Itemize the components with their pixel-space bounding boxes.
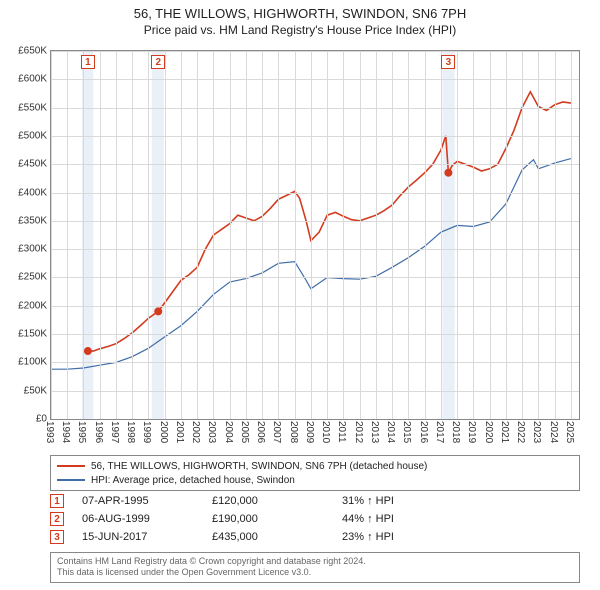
sales-table: 1 07-APR-1995 £120,000 31% ↑ HPI 2 06-AU… xyxy=(50,492,580,546)
x-axis-label: 1996 xyxy=(93,421,104,443)
plot-area: £0£50K£100K£150K£200K£250K£300K£350K£400… xyxy=(50,50,580,420)
sale-date: 07-APR-1995 xyxy=(82,495,212,507)
x-axis-label: 2022 xyxy=(515,421,526,443)
sale-marker-badge: 3 xyxy=(441,55,455,69)
x-axis-label: 2003 xyxy=(206,421,217,443)
legend-label: 56, THE WILLOWS, HIGHWORTH, SWINDON, SN6… xyxy=(91,461,427,472)
y-axis-label: £600K xyxy=(18,74,47,85)
sale-date: 06-AUG-1999 xyxy=(82,513,212,525)
x-axis-label: 2016 xyxy=(418,421,429,443)
x-axis-label: 2018 xyxy=(450,421,461,443)
x-axis-label: 2006 xyxy=(255,421,266,443)
x-axis-label: 2001 xyxy=(174,421,185,443)
y-axis-label: £650K xyxy=(18,46,47,57)
sale-price: £120,000 xyxy=(212,495,342,507)
sales-row: 3 15-JUN-2017 £435,000 23% ↑ HPI xyxy=(50,528,580,546)
x-axis-label: 1993 xyxy=(44,421,55,443)
x-axis-label: 2012 xyxy=(353,421,364,443)
legend-label: HPI: Average price, detached house, Swin… xyxy=(91,475,295,486)
chart-title-address: 56, THE WILLOWS, HIGHWORTH, SWINDON, SN6… xyxy=(0,6,600,21)
y-axis-label: £400K xyxy=(18,187,47,198)
sale-marker-dot xyxy=(154,307,162,315)
attribution-line: Contains HM Land Registry data © Crown c… xyxy=(57,556,573,567)
x-axis-label: 1995 xyxy=(76,421,87,443)
sale-date: 15-JUN-2017 xyxy=(82,531,212,543)
x-axis-label: 2004 xyxy=(223,421,234,443)
legend-swatch xyxy=(57,479,85,481)
sales-row: 2 06-AUG-1999 £190,000 44% ↑ HPI xyxy=(50,510,580,528)
x-axis-label: 1998 xyxy=(125,421,136,443)
x-axis-label: 1999 xyxy=(141,421,152,443)
y-axis-label: £100K xyxy=(18,357,47,368)
x-axis-label: 2005 xyxy=(239,421,250,443)
sale-badge: 1 xyxy=(50,494,64,508)
y-axis-label: £500K xyxy=(18,130,47,141)
sale-marker-badge: 1 xyxy=(81,55,95,69)
x-axis-label: 2010 xyxy=(320,421,331,443)
x-axis-label: 2011 xyxy=(336,421,347,443)
legend-item: HPI: Average price, detached house, Swin… xyxy=(57,473,573,487)
x-axis-label: 2015 xyxy=(401,421,412,443)
y-axis-label: £250K xyxy=(18,272,47,283)
sale-marker-dot xyxy=(84,347,92,355)
y-axis-label: £550K xyxy=(18,102,47,113)
y-axis-label: £50K xyxy=(24,385,47,396)
sale-marker-dot xyxy=(444,169,452,177)
attribution-line: This data is licensed under the Open Gov… xyxy=(57,567,573,578)
x-axis-label: 2008 xyxy=(288,421,299,443)
y-axis-label: £450K xyxy=(18,159,47,170)
x-axis-label: 1997 xyxy=(109,421,120,443)
sale-vs-hpi: 23% ↑ HPI xyxy=(342,531,462,543)
x-axis-label: 2009 xyxy=(304,421,315,443)
y-axis-label: £300K xyxy=(18,244,47,255)
price-history-chart: 56, THE WILLOWS, HIGHWORTH, SWINDON, SN6… xyxy=(0,0,600,590)
sale-marker-badge: 2 xyxy=(151,55,165,69)
x-axis-label: 2025 xyxy=(564,421,575,443)
x-axis-label: 2000 xyxy=(158,421,169,443)
sale-badge: 2 xyxy=(50,512,64,526)
series-svg xyxy=(51,51,579,419)
x-axis-label: 2013 xyxy=(369,421,380,443)
x-axis-label: 2019 xyxy=(466,421,477,443)
y-axis-label: £350K xyxy=(18,215,47,226)
attribution-box: Contains HM Land Registry data © Crown c… xyxy=(50,552,580,583)
legend-swatch xyxy=(57,465,85,467)
sale-price: £190,000 xyxy=(212,513,342,525)
sale-price: £435,000 xyxy=(212,531,342,543)
x-axis-label: 2007 xyxy=(271,421,282,443)
sales-row: 1 07-APR-1995 £120,000 31% ↑ HPI xyxy=(50,492,580,510)
x-axis-label: 2002 xyxy=(190,421,201,443)
legend: 56, THE WILLOWS, HIGHWORTH, SWINDON, SN6… xyxy=(50,455,580,491)
x-axis-label: 2024 xyxy=(548,421,559,443)
x-axis-label: 2020 xyxy=(483,421,494,443)
y-axis-label: £150K xyxy=(18,329,47,340)
chart-titles: 56, THE WILLOWS, HIGHWORTH, SWINDON, SN6… xyxy=(0,0,600,37)
sale-vs-hpi: 31% ↑ HPI xyxy=(342,495,462,507)
legend-item: 56, THE WILLOWS, HIGHWORTH, SWINDON, SN6… xyxy=(57,459,573,473)
x-axis-label: 2014 xyxy=(385,421,396,443)
x-axis-label: 2021 xyxy=(499,421,510,443)
x-axis-label: 2017 xyxy=(434,421,445,443)
y-axis-label: £200K xyxy=(18,300,47,311)
sale-badge: 3 xyxy=(50,530,64,544)
x-axis-label: 1994 xyxy=(60,421,71,443)
x-axis-label: 2023 xyxy=(531,421,542,443)
sale-vs-hpi: 44% ↑ HPI xyxy=(342,513,462,525)
chart-subtitle: Price paid vs. HM Land Registry's House … xyxy=(0,23,600,37)
